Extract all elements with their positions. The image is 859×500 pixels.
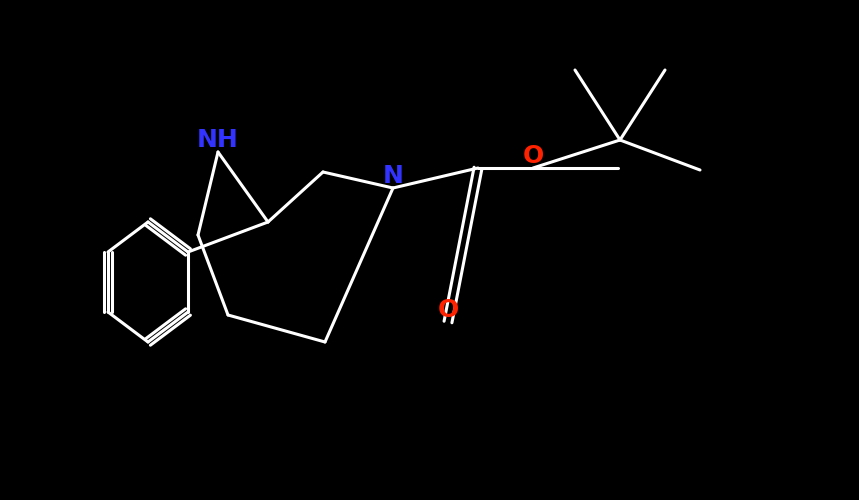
Text: N: N [382,164,404,188]
Text: O: O [437,298,459,322]
Text: NH: NH [197,128,239,152]
Text: O: O [522,144,544,168]
